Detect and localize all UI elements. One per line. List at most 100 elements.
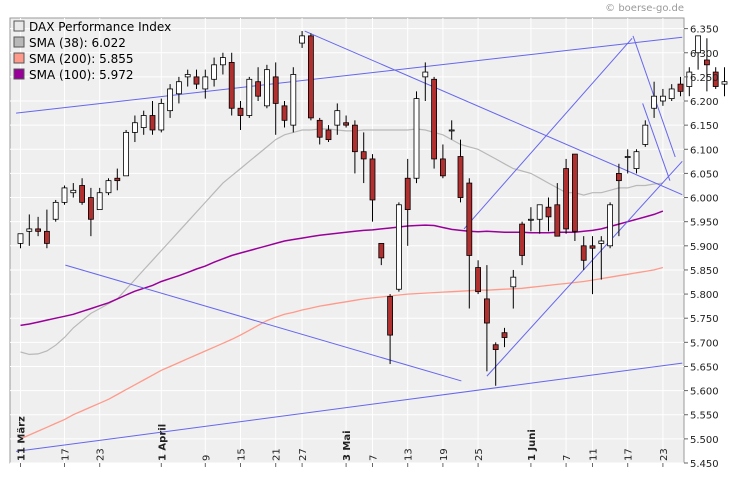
candle [202,69,209,99]
candle-body-down [88,197,94,220]
candle [422,62,429,102]
candle-body-down [545,206,552,218]
candle-body-down [149,115,156,131]
candle [96,187,103,211]
candle [448,120,455,140]
candle-body-down [316,119,323,138]
candle-body-down [228,62,235,109]
candle-body-down [237,107,244,116]
candle-body-down [616,173,622,182]
candle [439,144,446,179]
x-tick-label: 7 [369,455,380,461]
candle-body-down [325,129,332,141]
candle [360,132,367,184]
candlesticks [17,31,728,386]
candle [290,67,297,133]
candle [404,158,411,246]
candle-body-up [668,88,675,100]
candle-body-up [528,218,534,221]
y-tick-label: 6.150 [690,121,719,132]
candle [431,76,438,169]
candle [651,81,657,118]
candle [483,265,490,372]
candle-body-down [281,105,288,121]
candle [721,67,728,97]
candle [369,154,376,222]
candle-body-down [193,76,200,85]
candle-body-up [510,276,517,288]
candle-body-up [140,115,147,128]
candle [307,33,314,121]
candle [325,125,332,143]
candle-body-up [633,151,640,169]
trendline [486,161,683,377]
candle [607,202,613,249]
y-tick-label: 6.250 [690,73,719,84]
x-tick-label: 19 [439,448,450,461]
x-tick-label: 9 [201,455,212,461]
x-tick-label: 3 Mai [342,430,353,461]
candle [299,31,306,48]
candle [616,163,622,237]
candle [712,67,719,89]
legend-label: DAX Performance Index [29,20,171,34]
candle-body-up [219,57,226,66]
candle-body-up [61,187,68,203]
candle-body-down [272,76,279,104]
plot-area [9,17,685,464]
x-tick-label: 17 [61,448,72,461]
candle [228,52,235,116]
candle-body-down [457,156,464,198]
candle [413,91,420,184]
candle-body-up [175,81,182,95]
sma-200-line [20,266,664,440]
candle-body-down [501,332,508,338]
candle-body-up [660,95,666,102]
candle [466,178,473,309]
candle [668,84,675,102]
candle-body-down [307,35,314,119]
candle [528,207,534,232]
legend-swatch [13,68,25,80]
candle-body-down [677,83,684,92]
y-axis: 6.350 6.300 6.250 6.200 6.150 6.100 6.050 6.000… [684,25,719,470]
candle [158,98,165,133]
x-tick-label: 11 März [17,416,28,461]
candle-body-up [70,189,77,194]
candle [545,197,552,232]
candle [519,221,525,266]
candle-body-up [158,103,165,131]
candle [255,67,262,102]
candle-body-down [35,228,41,232]
candle [140,110,147,135]
y-tick-label: 5.850 [690,266,719,277]
y-tick-label: 5.950 [690,218,719,229]
candle-body-up [184,74,191,78]
candle [237,101,244,130]
candle-body-up [26,228,33,232]
y-tick-label: 5.500 [690,435,719,446]
sma-38-line [20,128,663,356]
candle [281,101,288,128]
candle-body-down [351,124,358,153]
candle-body-up [536,204,543,220]
x-tick-label: 23 [659,448,670,461]
candle [378,242,385,266]
x-tick-label: 13 [404,448,415,461]
y-tick-label: 6.050 [690,169,719,180]
candle [624,149,631,174]
x-tick-label: 27 [298,448,309,461]
candle [184,69,191,87]
trendline [65,264,462,382]
candle-body-down [554,204,561,237]
candle [105,178,112,196]
candle [563,158,569,234]
candle [211,57,218,87]
candle-body-down [483,298,490,324]
candle [510,269,517,309]
y-tick-label: 5.900 [690,242,719,253]
candle [263,64,270,109]
trendline [642,103,671,181]
candle [334,103,341,135]
candle-body-down [712,71,719,87]
